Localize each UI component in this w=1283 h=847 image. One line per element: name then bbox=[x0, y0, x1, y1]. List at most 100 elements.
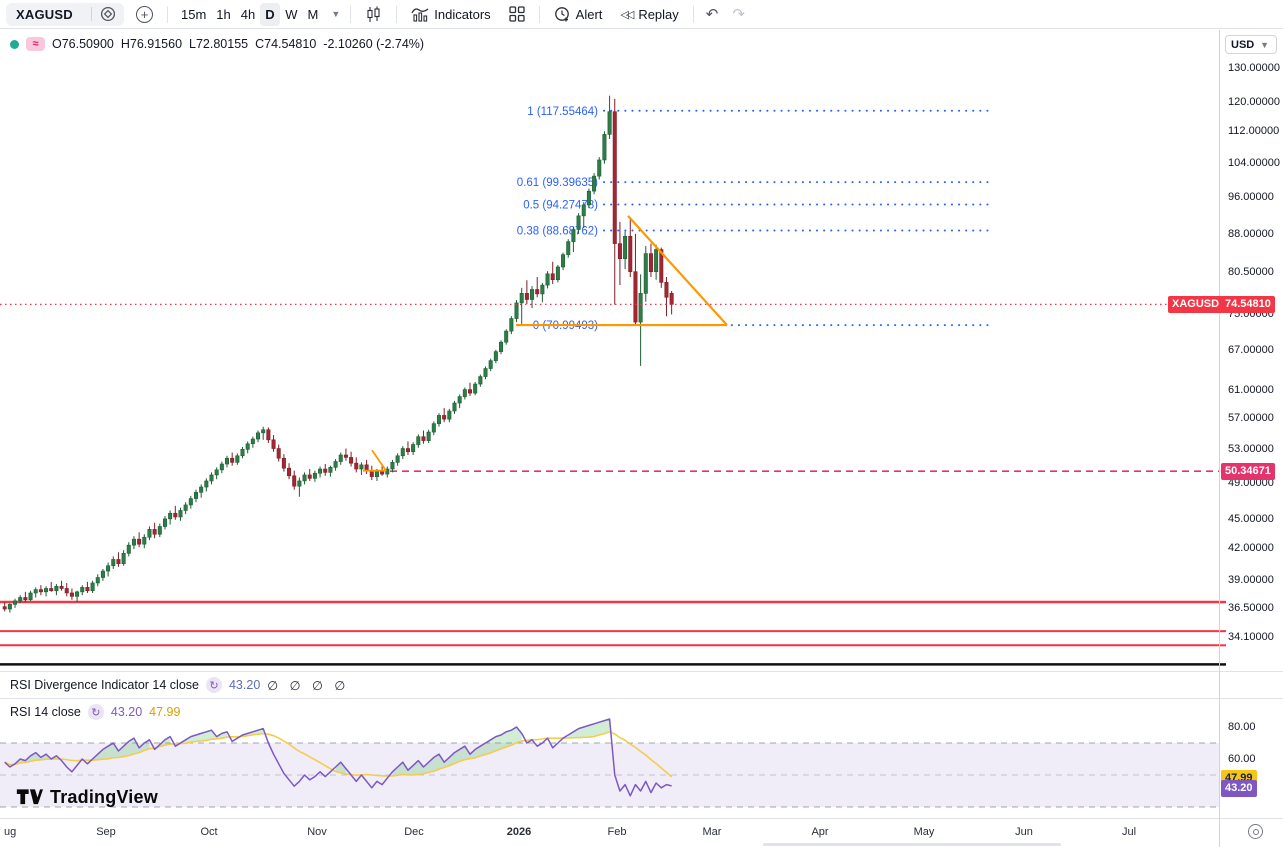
timeframe-button-D[interactable]: D bbox=[260, 2, 281, 26]
candle-body bbox=[504, 330, 509, 343]
undo-icon[interactable]: ↶ bbox=[705, 6, 719, 23]
price-axis[interactable]: USD ▼ 130.00000 120.00000 112.00000 104.000… bbox=[1220, 30, 1283, 819]
price-axis-tick: 39.00000 bbox=[1228, 573, 1274, 586]
candle-body bbox=[38, 589, 43, 593]
approx-data-icon[interactable]: ≈ bbox=[26, 37, 45, 51]
time-axis-label: Oct bbox=[200, 826, 218, 838]
candle-body bbox=[173, 512, 178, 518]
currency-selector[interactable]: USD ▼ bbox=[1225, 35, 1277, 54]
timeframe-button-M[interactable]: M bbox=[303, 3, 324, 26]
chart-style-button[interactable] bbox=[359, 3, 388, 26]
replay-label: Replay bbox=[638, 6, 679, 22]
timeframe-button-15m[interactable]: 15m bbox=[176, 3, 211, 26]
candle-body bbox=[111, 559, 116, 567]
indicator-templates-button[interactable] bbox=[503, 3, 531, 26]
time-axis[interactable]: ug Sep Oct Nov Dec 2026 Feb Mar Apr May Jun Jul bbox=[0, 819, 1283, 847]
candle-body bbox=[612, 111, 617, 244]
candle-body bbox=[199, 486, 204, 493]
replay-icon: ◁◁ bbox=[620, 8, 634, 21]
timeframe-group: 15m 1h 4h D W M bbox=[176, 2, 324, 26]
grid-layout-icon bbox=[509, 6, 525, 22]
price-axis-tick: 36.50000 bbox=[1228, 601, 1274, 614]
time-axis-label: Jul bbox=[1121, 826, 1137, 838]
time-axis-label: Sep bbox=[96, 826, 116, 838]
change-value: -2.10260 (-2.74%) bbox=[323, 37, 425, 51]
horizontal-scrollbar[interactable] bbox=[763, 843, 1061, 846]
triangle-trendline[interactable] bbox=[627, 215, 728, 326]
price-axis-tick: 61.00000 bbox=[1228, 383, 1274, 396]
candle-body bbox=[23, 597, 28, 601]
candle-body bbox=[33, 589, 38, 594]
toolbar-divider bbox=[396, 5, 398, 23]
timezone-settings-icon[interactable] bbox=[1248, 824, 1263, 839]
candle-body bbox=[13, 600, 18, 605]
candle-body bbox=[131, 538, 136, 546]
rsi-title[interactable]: RSI 14 close bbox=[10, 705, 81, 719]
plus-icon: + bbox=[136, 5, 153, 23]
candle-body bbox=[266, 429, 271, 441]
price-axis-tick: 120.00000 bbox=[1228, 96, 1280, 109]
candle-body bbox=[530, 289, 535, 300]
candle-body bbox=[209, 474, 214, 482]
candle-body bbox=[250, 438, 255, 445]
toolbar-divider bbox=[350, 5, 352, 23]
candle-body bbox=[100, 570, 105, 578]
tradingview-logo bbox=[16, 789, 43, 805]
indicators-button[interactable]: Indicators bbox=[405, 3, 496, 26]
rsi-axis-tick: 60.00 bbox=[1228, 753, 1256, 765]
symbol-search-box[interactable]: XAGUSD bbox=[6, 2, 124, 26]
currency-label: USD bbox=[1231, 38, 1255, 51]
candle-body bbox=[555, 266, 560, 280]
candle-body bbox=[235, 455, 240, 463]
rsi-divergence-title[interactable]: RSI Divergence Indicator 14 close bbox=[10, 678, 199, 692]
candle-body bbox=[462, 389, 467, 397]
time-axis-label: Dec bbox=[404, 826, 424, 838]
candle-body bbox=[597, 159, 602, 177]
candle-body bbox=[183, 504, 188, 511]
candle-body bbox=[354, 462, 359, 470]
alert-button[interactable]: Alert bbox=[548, 3, 609, 26]
price-axis-tick: 53.00000 bbox=[1228, 443, 1274, 456]
candle-body bbox=[162, 518, 167, 527]
price-axis-tick: 80.50000 bbox=[1228, 265, 1274, 278]
candle-body bbox=[659, 249, 664, 283]
candle-body bbox=[261, 429, 266, 434]
candle-body bbox=[535, 289, 540, 295]
candle-body bbox=[390, 462, 395, 470]
price-axis-tick: 57.00000 bbox=[1228, 412, 1274, 425]
compare-add-symbol-button[interactable]: + bbox=[130, 3, 159, 26]
rsi-divergence-fill bbox=[15, 752, 57, 765]
last-price-badge: 74.54810 bbox=[1221, 295, 1275, 313]
mini-triangle-trendline[interactable] bbox=[371, 449, 387, 472]
candle-body bbox=[297, 480, 302, 487]
candle-body bbox=[64, 588, 69, 594]
candle-body bbox=[571, 229, 576, 242]
price-axis-tick: 130.00000 bbox=[1228, 62, 1280, 74]
candle-body bbox=[493, 351, 498, 361]
candle-body bbox=[400, 448, 405, 457]
candle-body bbox=[193, 492, 198, 499]
chevron-down-icon[interactable]: ▼ bbox=[331, 9, 341, 19]
candle-body bbox=[230, 457, 235, 463]
price-axis-tick: 104.00000 bbox=[1228, 156, 1280, 169]
symbol-detail-icon[interactable] bbox=[100, 6, 116, 22]
candle-body bbox=[592, 175, 597, 192]
candle-body bbox=[312, 472, 317, 479]
top-toolbar: XAGUSD + 15m 1h 4h D W M ▼ bbox=[0, 0, 1283, 29]
candle-body bbox=[643, 253, 648, 294]
candlestick-chart-icon bbox=[367, 6, 380, 22]
candle-body bbox=[178, 510, 183, 518]
rsi-divergence-value: 43.20 bbox=[228, 678, 261, 692]
redo-icon[interactable]: ↷ bbox=[732, 6, 745, 23]
candle-body bbox=[638, 293, 643, 323]
timeframe-button-4h[interactable]: 4h bbox=[236, 3, 260, 26]
candle-body bbox=[44, 588, 49, 593]
timeframe-button-1h[interactable]: 1h bbox=[211, 3, 235, 26]
timeframe-button-W[interactable]: W bbox=[280, 3, 302, 26]
candle-body bbox=[152, 529, 157, 535]
candle-body bbox=[137, 538, 142, 545]
candle-body bbox=[225, 457, 230, 465]
replay-button[interactable]: ◁◁ Replay bbox=[614, 3, 684, 26]
candle-body bbox=[28, 592, 33, 601]
